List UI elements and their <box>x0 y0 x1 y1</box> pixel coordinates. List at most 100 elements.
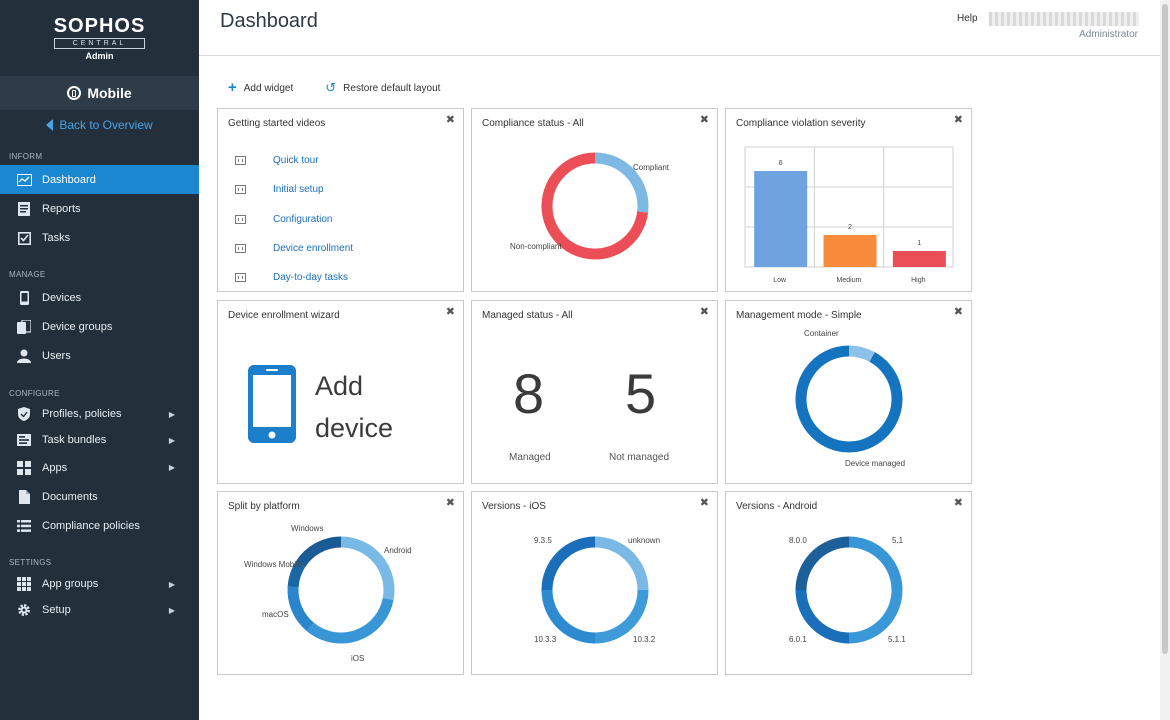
video-link-day-to-day[interactable]: Day-to-day tasks <box>273 272 349 284</box>
chevron-right-icon: ▶ <box>168 409 175 419</box>
bar-high[interactable] <box>892 251 946 267</box>
widget-versions-ios: Versions - iOS ✖ 9.3.5 unknown 10.3.3 10… <box>471 491 718 675</box>
scrollbar-thumb[interactable] <box>1162 4 1168 654</box>
add-device-line1: Add <box>315 371 364 401</box>
tick-label: Low <box>773 277 787 284</box>
donut-slice-5-1-1[interactable] <box>848 589 903 644</box>
sidebar-item-setup[interactable]: Setup ▶ <box>0 597 199 623</box>
label-non-compliant: Non-compliant <box>510 242 562 251</box>
chevron-right-icon: ▶ <box>168 463 175 472</box>
app-groups-icon <box>16 577 32 591</box>
top-header: Dashboard Help Administrator <box>199 0 1160 56</box>
sidebar-item-label: Reports <box>42 202 81 215</box>
close-icon[interactable]: ✖ <box>699 497 709 509</box>
sidebar-item-device-groups[interactable]: Device groups <box>0 312 199 341</box>
page-title: Dashboard <box>220 10 318 32</box>
film-icon <box>235 214 246 224</box>
donut-slice-10-3-2[interactable] <box>594 589 649 644</box>
restore-layout-button[interactable]: ↺ Restore default layout <box>325 80 440 96</box>
bar-medium[interactable] <box>823 235 877 267</box>
video-link-configuration[interactable]: Configuration <box>273 213 333 225</box>
back-to-overview-link[interactable]: Back to Overview <box>0 110 199 140</box>
sidebar-item-apps[interactable]: Apps ▶ <box>0 453 199 482</box>
video-link-initial-setup[interactable]: Initial setup <box>273 184 324 196</box>
donut-slice-compliant[interactable] <box>594 152 649 213</box>
video-list: Quick tour Initial setup Configuration D… <box>235 146 353 292</box>
close-icon[interactable]: ✖ <box>953 497 963 509</box>
page-scrollbar[interactable] <box>1160 0 1170 720</box>
list-item: Initial setup <box>235 175 353 204</box>
tasks-icon <box>16 231 32 245</box>
back-arrow-icon <box>46 119 54 131</box>
video-link-device-enrollment[interactable]: Device enrollment <box>273 243 354 255</box>
widget-title: Versions - Android <box>736 501 818 512</box>
label-51: 5.1 <box>892 536 904 545</box>
sidebar-item-documents[interactable]: Documents <box>0 482 199 511</box>
donut-slice-unknown[interactable] <box>594 536 649 591</box>
donut-slice-8-0-0[interactable] <box>795 536 850 591</box>
user-role: Administrator <box>1079 29 1138 40</box>
management-mode-donut-chart: Container Device managed <box>795 329 905 468</box>
sidebar-item-dashboard[interactable]: Dashboard <box>0 165 199 194</box>
film-icon <box>235 244 246 254</box>
donut-slice-windows-mobile[interactable] <box>287 561 306 588</box>
sidebar-item-app-groups[interactable]: App groups ▶ <box>0 571 199 597</box>
add-device-line2: device <box>315 413 394 443</box>
managed-label: Managed <box>509 452 551 463</box>
add-device-phone-icon[interactable] <box>248 365 296 443</box>
donut-slice-10-3-3[interactable] <box>541 589 596 644</box>
close-icon[interactable]: ✖ <box>445 114 455 126</box>
tick-label: Medium <box>837 277 862 284</box>
chevron-right-icon: ▶ <box>168 605 175 615</box>
sidebar-item-compliance-policies[interactable]: Compliance policies <box>0 511 199 540</box>
section-settings: SETTINGS <box>9 558 52 567</box>
bar-low[interactable] <box>754 171 808 267</box>
close-icon[interactable]: ✖ <box>953 114 963 126</box>
sidebar-item-label: Compliance policies <box>42 519 140 532</box>
help-link[interactable]: Help <box>957 13 978 24</box>
brand-logo[interactable]: SOPHOS CENTRAL Admin <box>0 0 199 76</box>
close-icon[interactable]: ✖ <box>699 114 709 126</box>
widget-versions-android: Versions - Android ✖ 8.0.0 5.1 6.0.1 5.1… <box>725 491 972 675</box>
platform-donut-chart: Windows Windows Mobile Android macOS iOS <box>244 524 412 663</box>
donut-slice-ios[interactable] <box>306 597 394 644</box>
close-icon[interactable]: ✖ <box>699 306 709 318</box>
restore-label: Restore default layout <box>343 82 441 94</box>
widget-title: Managed status - All <box>482 310 573 321</box>
donut-slice-windows[interactable] <box>295 536 342 568</box>
sidebar-item-label: Task bundles <box>42 434 107 446</box>
film-icon <box>235 273 246 283</box>
video-link-quick-tour[interactable]: Quick tour <box>273 155 319 167</box>
sidebar-item-task-bundles[interactable]: Task bundles ▶ <box>0 427 199 453</box>
sidebar-item-label: Device groups <box>42 320 113 333</box>
close-icon[interactable]: ✖ <box>953 306 963 318</box>
add-device-link[interactable]: Add device <box>315 365 393 449</box>
close-icon[interactable]: ✖ <box>445 497 455 509</box>
widget-compliance-status: Compliance status - All ✖ Compliant Non-… <box>471 108 718 292</box>
add-widget-button[interactable]: + Add widget <box>228 80 293 95</box>
donut-slice-macos[interactable] <box>287 586 315 632</box>
label-511: 5.1.1 <box>888 635 906 644</box>
donut-slice-container[interactable] <box>848 345 875 362</box>
donut-slice-non-compliant[interactable] <box>541 152 649 260</box>
managed-count[interactable]: 8 <box>513 362 545 425</box>
list-item: Configuration <box>235 205 353 234</box>
sidebar-item-devices[interactable]: Devices <box>0 283 199 312</box>
sidebar-item-tasks[interactable]: Tasks <box>0 223 199 252</box>
product-header[interactable]: Mobile <box>0 76 199 110</box>
brand-role: Admin <box>85 50 114 61</box>
sidebar-item-label: Setup <box>42 604 71 616</box>
sidebar-item-profiles[interactable]: Profiles, policies ▶ <box>0 401 199 427</box>
donut-slice-6-0-1[interactable] <box>795 589 850 644</box>
sidebar-item-users[interactable]: Users <box>0 341 199 370</box>
donut-slice-9-3-5[interactable] <box>541 536 596 591</box>
donut-slice-5-1[interactable] <box>848 536 903 591</box>
user-name-redacted[interactable] <box>989 12 1139 26</box>
donut-slice-android[interactable] <box>340 536 395 601</box>
sidebar-item-reports[interactable]: Reports <box>0 194 199 223</box>
donut-slice-device-managed[interactable] <box>795 345 903 453</box>
label-935: 9.3.5 <box>534 536 552 545</box>
close-icon[interactable]: ✖ <box>445 306 455 318</box>
not-managed-count[interactable]: 5 <box>625 362 657 425</box>
device-icon <box>16 290 32 305</box>
